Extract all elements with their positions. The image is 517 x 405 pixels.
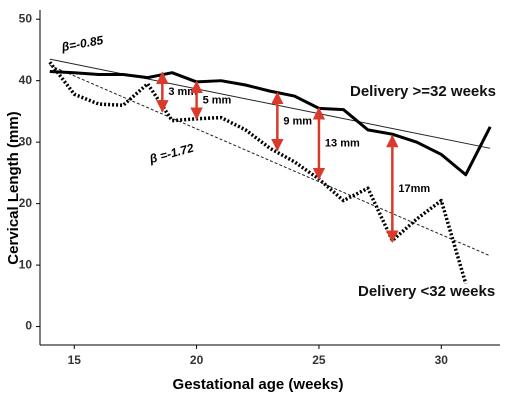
- x-tick-label: 15: [68, 353, 82, 367]
- y-tick-label: 0: [25, 319, 32, 333]
- x-axis-label: Gestational age (weeks): [173, 376, 344, 393]
- y-tick-label: 50: [19, 11, 33, 25]
- series-label: Delivery <32 weeks: [358, 283, 495, 300]
- trend-label: β=-0.85: [60, 33, 105, 54]
- series-line: [49, 69, 492, 177]
- y-tick-label: 20: [19, 196, 33, 210]
- x-tick-label: 20: [190, 353, 204, 367]
- x-tick-label: 25: [312, 353, 326, 367]
- difference-label: 17mm: [398, 183, 430, 195]
- difference-label: 3 mm: [168, 86, 197, 98]
- y-tick-label: 30: [19, 134, 33, 148]
- series-label: Delivery >=32 weeks: [350, 83, 496, 100]
- trend-label: β =-1.72: [147, 141, 196, 167]
- difference-label: 9 mm: [283, 115, 312, 127]
- x-tick-label: 30: [435, 353, 449, 367]
- y-tick-label: 10: [19, 257, 33, 271]
- difference-label: 5 mm: [203, 94, 232, 106]
- y-tick-label: 40: [19, 73, 33, 87]
- trend-line: [49, 58, 491, 149]
- y-axis-label: Cervical Length (mm): [5, 111, 22, 264]
- difference-label: 13 mm: [325, 138, 360, 150]
